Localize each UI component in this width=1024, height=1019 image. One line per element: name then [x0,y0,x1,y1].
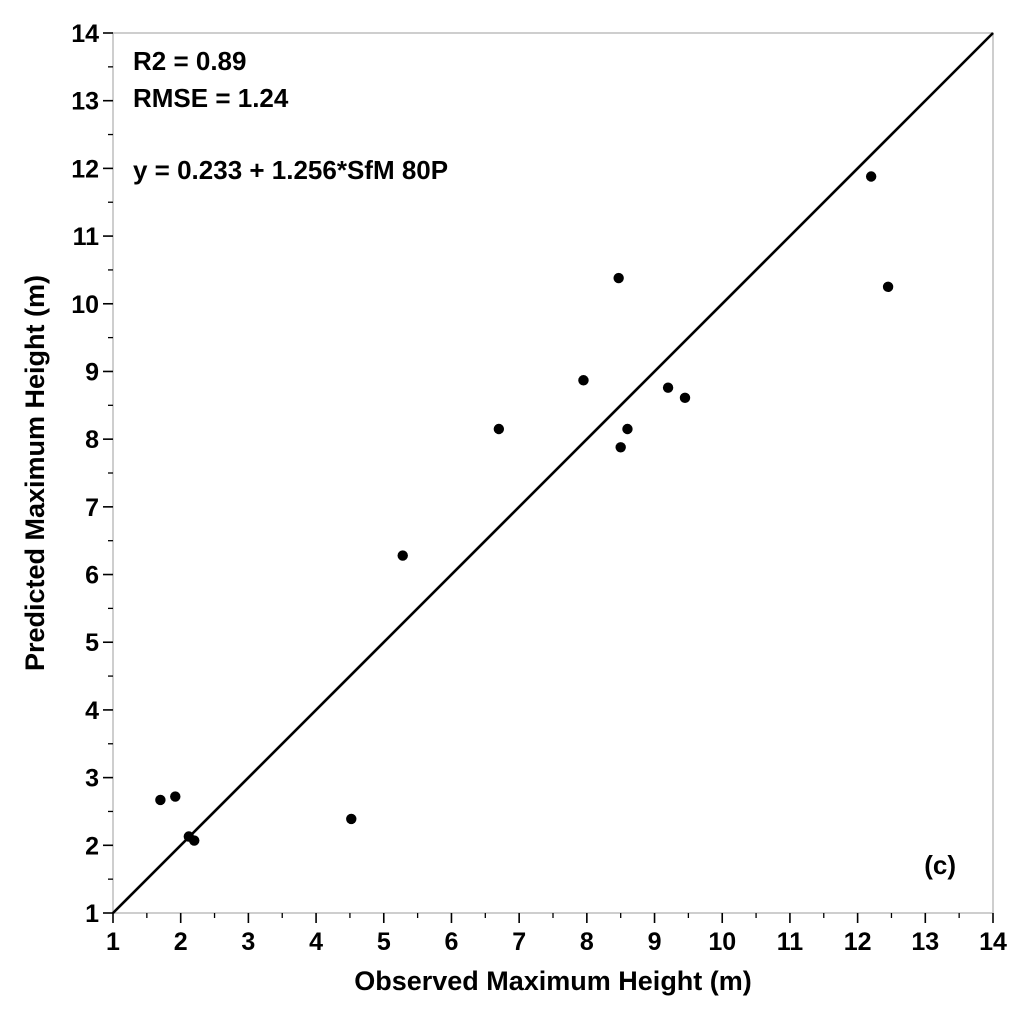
rmse-annotation: RMSE = 1.24 [133,83,289,113]
x-tick-label: 4 [309,928,323,956]
x-tick-label: 14 [979,928,1007,956]
y-tick-label: 12 [71,155,99,183]
y-tick-label: 7 [85,494,99,522]
x-tick-label: 5 [377,928,391,956]
y-tick-label: 13 [71,88,99,116]
x-tick-label: 1 [106,928,120,956]
x-tick-label: 13 [911,928,939,956]
data-point [613,272,624,284]
r2-annotation: R2 = 0.89 [133,46,246,76]
data-point [346,813,357,825]
y-tick-label: 8 [85,426,99,454]
y-tick-label: 3 [85,765,99,793]
x-tick-label: 12 [844,928,872,956]
data-point [615,442,626,453]
x-tick-label: 11 [777,928,804,956]
x-tick-label: 8 [580,928,594,956]
x-tick-label: 2 [174,928,188,956]
data-point [189,835,200,846]
x-axis-title: Observed Maximum Height (m) [354,966,752,996]
data-points-layer [155,171,894,846]
y-axis-title: Predicted Maximum Height (m) [20,275,50,671]
panel-label: (c) [924,850,956,880]
x-tick-label: 10 [708,928,736,956]
x-axis-ticks: 1 2 3 4 5 6 7 8 9 10 11 12 13 14 [106,913,1007,956]
y-tick-label: 9 [85,358,99,386]
y-tick-label: 1 [85,900,99,928]
y-tick-label: 4 [85,697,99,725]
equation-annotation: y = 0.233 + 1.256*SfM 80P [133,155,448,185]
data-point [170,791,181,802]
data-point [397,550,408,561]
data-point [493,423,505,435]
data-point [578,375,589,386]
y-tick-label: 11 [73,223,100,251]
x-tick-label: 7 [512,928,526,956]
y-tick-label: 6 [85,562,99,590]
y-tick-label: 5 [85,629,99,657]
data-point [662,382,674,393]
x-tick-label: 3 [241,928,255,956]
x-tick-label: 9 [648,928,662,956]
one-to-one-line [112,32,994,914]
y-tick-label: 10 [71,291,99,319]
data-point [865,171,877,182]
data-point [679,392,691,404]
y-tick-label: 14 [71,20,99,48]
y-tick-label: 2 [85,832,99,860]
data-point [155,794,166,806]
data-point [622,423,633,435]
x-tick-label: 6 [445,928,459,956]
reference-line-layer [112,32,994,914]
data-point [882,281,894,293]
